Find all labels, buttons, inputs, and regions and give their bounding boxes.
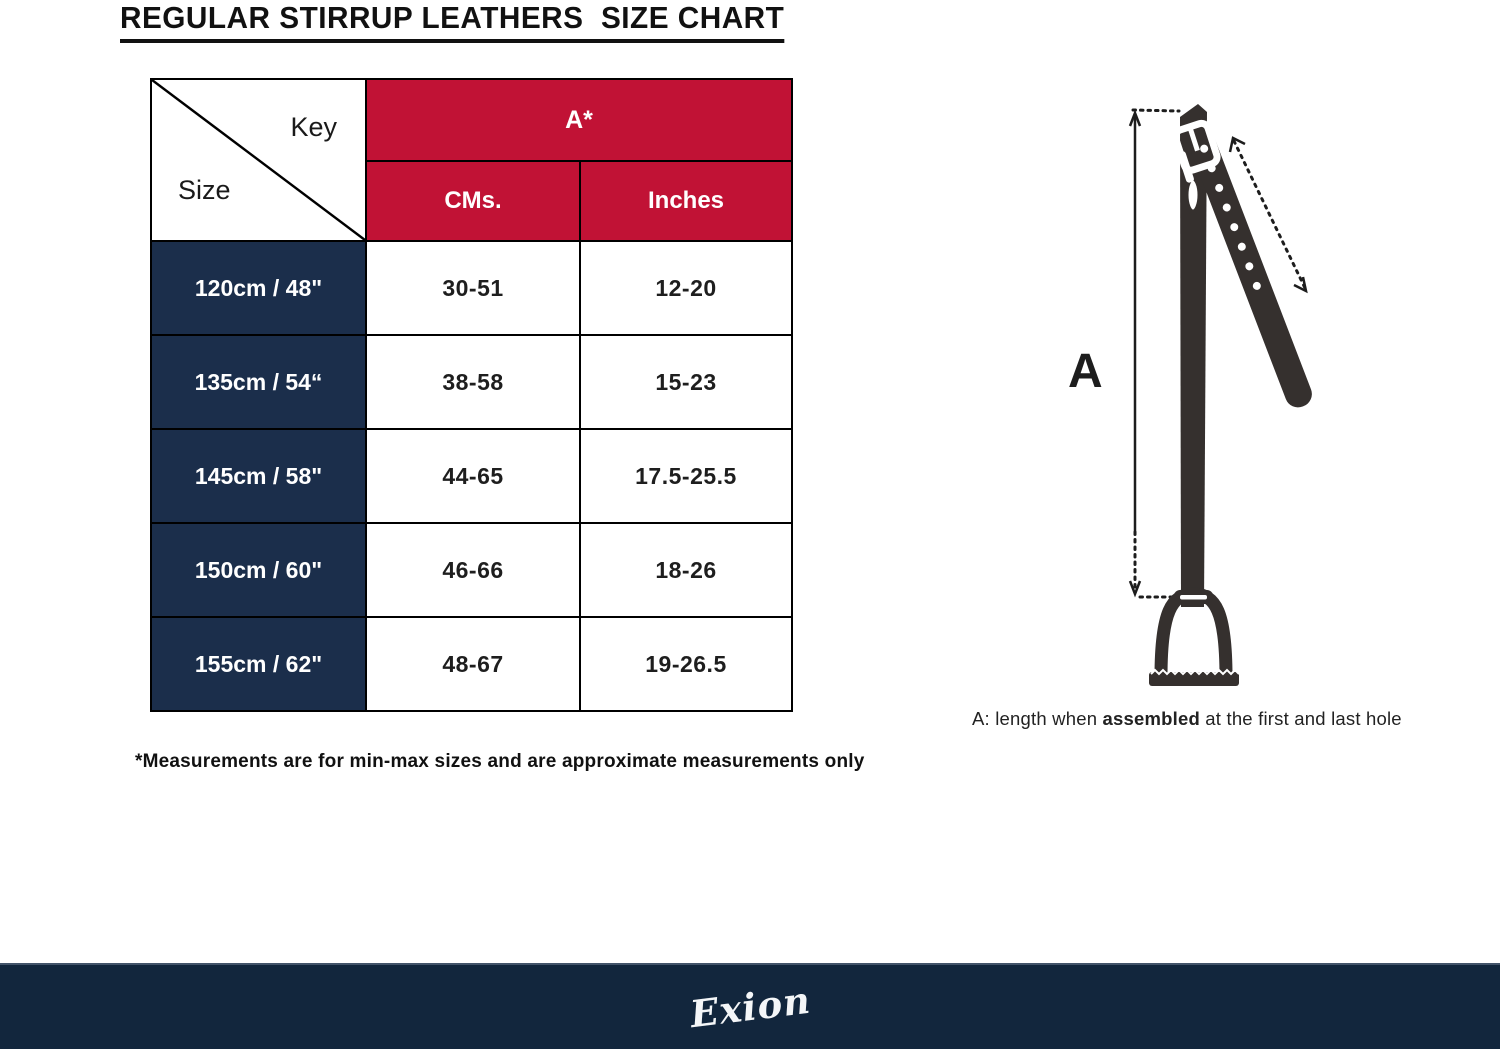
row-inches-cell: 17.5-25.5 [580,429,792,523]
row-cms-cell: 46-66 [366,523,580,617]
column-header-cms: CMs. [366,161,580,241]
corner-size-label: Size [178,175,231,205]
caption-bold: assembled [1102,708,1200,729]
row-size-cell: 150cm / 60" [151,523,366,617]
row-inches-cell: 12-20 [580,241,792,335]
corner-cell: Key Size [151,79,366,241]
corner-key-label: Key [290,112,337,142]
keeper-loop [1183,175,1203,215]
row-inches-cell: 18-26 [580,523,792,617]
diagonal-divider [152,80,365,240]
strap-length-arrow [1228,136,1308,294]
row-size-cell: 120cm / 48" [151,241,366,335]
stirrup-leather-diagram [1030,95,1410,700]
caption-suffix: at the first and last hole [1199,708,1402,729]
diagram-a-label: A [1068,345,1103,398]
measurements-footnote: *Measurements are for min-max sizes and … [135,751,865,772]
column-group-header-a: A* [366,79,792,161]
stirrup-iron [1149,587,1240,686]
buckle-icon [1171,119,1221,183]
row-inches-cell: 15-23 [580,335,792,429]
diagram-caption: A: length when assembled at the first an… [972,708,1402,730]
brand-logo: Exion [687,977,813,1037]
row-size-cell: 145cm / 58" [151,429,366,523]
measurement-arrow-a [1128,108,1184,599]
stirrup-leather-illustration [1128,104,1312,686]
page-title: REGULAR STIRRUP LEATHERS SIZE CHART [120,0,785,43]
row-cms-cell: 44-65 [366,429,580,523]
row-cms-cell: 38-58 [366,335,580,429]
row-size-cell: 155cm / 62" [151,617,366,711]
vertical-strap [1180,104,1207,607]
row-size-cell: 135cm / 54“ [151,335,366,429]
column-header-inches: Inches [580,161,792,241]
row-cms-cell: 30-51 [366,241,580,335]
size-chart-table: Key Size A* CMs. Inches 120cm / 48" 30-51… [150,78,793,712]
caption-prefix: A: length when [972,708,1103,729]
row-inches-cell: 19-26.5 [580,617,792,711]
footer-bar: Exion [0,963,1500,1049]
row-cms-cell: 48-67 [366,617,580,711]
